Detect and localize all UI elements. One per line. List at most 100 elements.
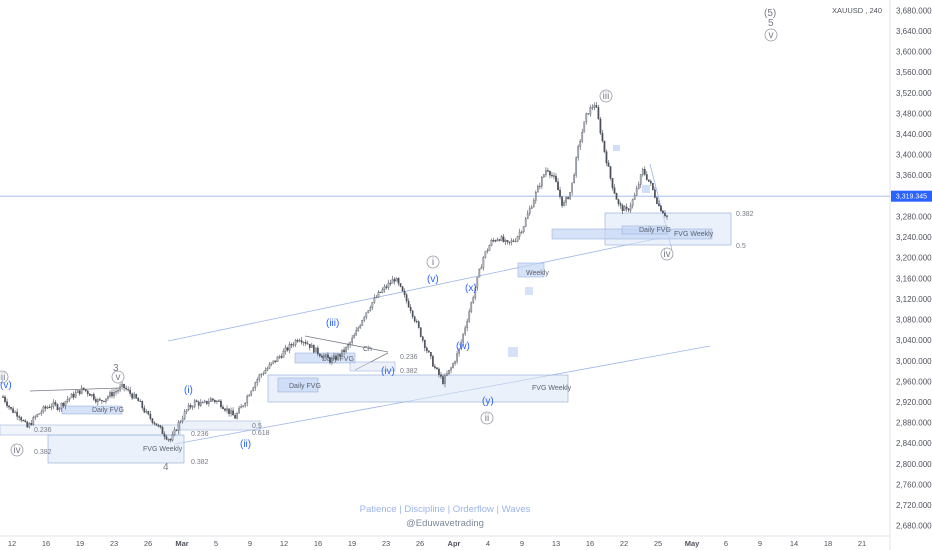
candle [173, 426, 176, 437]
candle [234, 412, 236, 419]
fib-label-0382-iv: 0.382 [400, 368, 418, 375]
candle [24, 418, 27, 423]
small-fvg-b [525, 287, 533, 295]
candle [181, 415, 184, 424]
x-tick-label: 4 [486, 539, 490, 548]
candle [111, 389, 113, 399]
svg-text:v: v [116, 372, 121, 383]
y-tick-label: 2,800.000 [896, 460, 932, 469]
candle [314, 347, 317, 353]
candle [421, 335, 424, 343]
candle [629, 202, 632, 213]
candle [16, 408, 18, 420]
candle [137, 397, 140, 402]
circled-label-iii-apr: iii [599, 89, 613, 103]
candle [197, 400, 200, 409]
candle [201, 400, 204, 404]
time-axis[interactable]: 12 16 19 23 26 Mar 5 9 12 16 19 23 26 Apr 4 9 13 16 22 25 Ma… [8, 539, 866, 548]
candle [541, 175, 543, 189]
candle [474, 284, 477, 301]
weekly-fvg-zone-feb [47, 434, 185, 464]
candle [50, 403, 53, 411]
candle [359, 324, 362, 329]
x-tick-label: 23 [382, 539, 390, 548]
candle [389, 279, 392, 286]
y-tick-label: 3,600.000 [896, 48, 932, 57]
y-tick-label: 2,960.000 [896, 377, 932, 386]
x-tick-label: 5 [214, 539, 218, 548]
candle [530, 204, 533, 210]
candle [119, 383, 121, 393]
wave-label-3: 3 [113, 363, 119, 374]
candle [361, 319, 364, 326]
candle [60, 402, 63, 412]
candle [510, 238, 513, 246]
fib-label-0618-mar: 0.618 [252, 430, 270, 437]
fib-label-05-apr: 0.5 [736, 243, 746, 250]
candle [220, 399, 222, 409]
zone-label-ch: Ch [363, 346, 372, 353]
candle [569, 192, 571, 201]
candle [512, 238, 515, 243]
x-tick-label: 19 [348, 539, 356, 548]
x-tick-label: 21 [858, 539, 866, 548]
svg-text:i: i [432, 257, 434, 268]
candle [286, 346, 289, 352]
zone-label-daily-fvg-2: Daily FVG [289, 383, 321, 390]
wave-label-iii: (iii) [326, 318, 339, 329]
candle [534, 190, 537, 204]
fib-label-0382-apr: 0.382 [736, 211, 754, 218]
candle [282, 348, 285, 358]
candle [631, 198, 634, 209]
upper-channel-line [167, 237, 661, 342]
candle [74, 389, 77, 399]
candle [417, 320, 420, 329]
wave-label-5-paren: (5) [764, 8, 776, 19]
candle [230, 407, 232, 417]
svg-text:iv: iv [663, 249, 670, 260]
candle [403, 288, 406, 298]
svg-text:v: v [769, 30, 774, 41]
candle [369, 305, 372, 312]
candle [302, 341, 305, 346]
candle [185, 409, 188, 415]
candle [601, 129, 604, 143]
candle [438, 367, 440, 378]
candle [444, 373, 446, 388]
candle [454, 360, 456, 366]
candle [504, 238, 507, 246]
wave-label-v: (v) [427, 274, 439, 285]
fib-zone-mar [179, 420, 261, 431]
candle [508, 241, 511, 246]
candle [72, 391, 75, 400]
candle [407, 298, 410, 308]
candle [468, 308, 471, 323]
candle [365, 312, 368, 320]
candle [419, 327, 422, 338]
small-fvg-d [642, 185, 650, 193]
candle [48, 404, 51, 409]
candle [250, 390, 253, 397]
price-axis[interactable]: 2,680.000 2,720.000 2,760.000 2,800.000 2,84… [896, 6, 932, 530]
candle [351, 335, 354, 346]
candle [232, 407, 234, 416]
candle [625, 203, 628, 212]
x-tick-label: May [685, 539, 700, 548]
candle [613, 184, 616, 194]
candle [458, 348, 460, 357]
x-tick-label: 16 [42, 539, 50, 548]
candle [660, 205, 662, 212]
watermark-line2: @Eduwavetrading [406, 518, 484, 529]
x-tick-label: 25 [654, 539, 662, 548]
circled-label-iv-apr: iv [660, 247, 674, 261]
candles[interactable] [2, 101, 668, 443]
candle [228, 408, 230, 417]
candle [440, 371, 442, 379]
candle [411, 310, 414, 319]
candle [526, 210, 529, 220]
candle [224, 407, 226, 412]
candle [84, 389, 87, 393]
candle [155, 423, 158, 426]
candle [611, 178, 614, 191]
